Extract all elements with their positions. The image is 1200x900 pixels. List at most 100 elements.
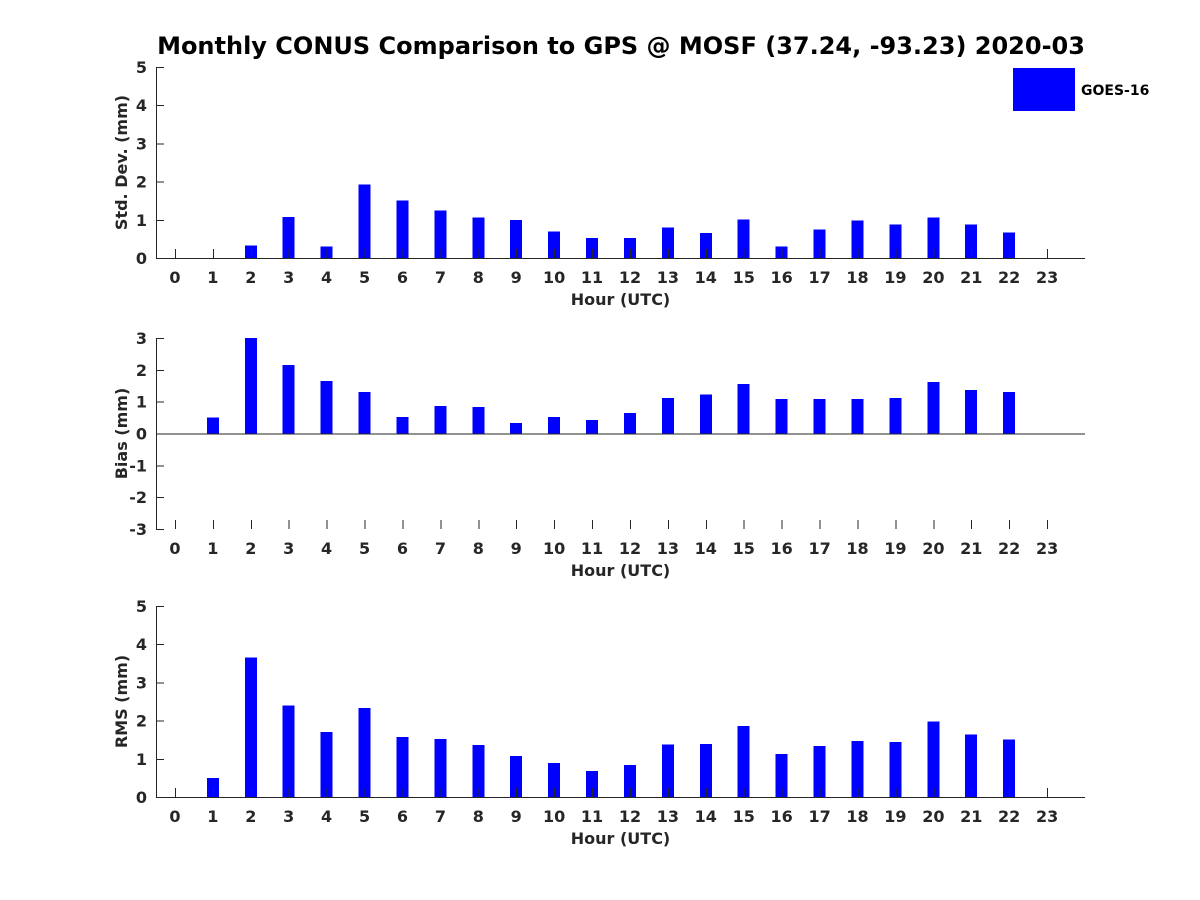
rms-bar-hour-14	[699, 743, 712, 797]
rms-bar-hour-15	[737, 725, 750, 797]
stddev-bar-hour-6	[396, 200, 409, 258]
rms-bar-hour-9	[510, 756, 523, 797]
stddev-x-tick-label: 8	[473, 268, 484, 287]
stddev-x-tick-label: 9	[511, 268, 522, 287]
rms-bar-hour-19	[889, 742, 902, 797]
rms-x-tick-label: 13	[657, 807, 679, 826]
rms-bar-hour-5	[358, 708, 371, 797]
rms-x-tick-label: 9	[511, 807, 522, 826]
bias-bar-hour-17	[813, 399, 826, 434]
rms-bar-hour-13	[661, 744, 674, 797]
stddev-x-tick-label: 21	[960, 268, 982, 287]
bias-bar-hour-21	[965, 389, 978, 434]
bias-x-axis-label: Hour (UTC)	[571, 561, 671, 580]
rms-x-tick-label: 0	[169, 807, 180, 826]
stddev-y-tick-label: 5	[136, 58, 147, 77]
stddev-bar-hour-3	[282, 217, 295, 258]
bias-x-tick-label: 21	[960, 539, 982, 558]
bias-bar-hour-8	[472, 407, 485, 434]
bias-x-tick-label: 7	[435, 539, 446, 558]
rms-bar-hour-6	[396, 737, 409, 797]
stddev-x-tick-label: 15	[733, 268, 755, 287]
bias-y-tick-label: 2	[136, 361, 147, 380]
bias-bar-hour-1	[206, 417, 219, 434]
stddev-bar-hour-21	[965, 224, 978, 258]
stddev-y-tick-label: 4	[136, 96, 147, 115]
rms-x-tick-label: 11	[581, 807, 603, 826]
rms-bar-hour-3	[282, 705, 295, 797]
rms-bar-hour-22	[1003, 739, 1016, 797]
rms-bar-hour-10	[548, 763, 561, 797]
stddev-x-tick-label: 13	[657, 268, 679, 287]
bias-bar-hour-3	[282, 365, 295, 434]
bias-x-tick-label: 22	[998, 539, 1020, 558]
bias-bar-hour-11	[586, 419, 599, 434]
rms-y-tick-label: 2	[136, 712, 147, 731]
bias-y-tick-label: 3	[136, 329, 147, 348]
stddev-y-tick-label: 3	[136, 134, 147, 153]
rms-bar-hour-1	[206, 777, 219, 797]
rms-x-tick-label: 4	[321, 807, 332, 826]
stddev-x-tick-label: 12	[619, 268, 641, 287]
rms-y-tick-label: 3	[136, 673, 147, 692]
bias-y-tick-label: 1	[136, 393, 147, 412]
rms-x-tick-label: 17	[808, 807, 830, 826]
rms-x-tick-label: 15	[733, 807, 755, 826]
stddev-x-tick-label: 19	[884, 268, 906, 287]
stddev-bar-hour-12	[624, 238, 636, 258]
rms-y-tick-label: 1	[136, 750, 147, 769]
bias-bar-hour-19	[889, 397, 902, 434]
bias-y-tick-label: -1	[129, 456, 147, 475]
rms-bar-hour-2	[244, 657, 257, 797]
stddev-bar-hour-4	[320, 246, 333, 258]
bias-x-tick-label: 10	[543, 539, 565, 558]
bias-x-tick-label: 11	[581, 539, 603, 558]
rms-bar-hour-17	[813, 745, 826, 797]
stddev-bar-hour-15	[737, 219, 750, 258]
rms-x-tick-label: 8	[473, 807, 484, 826]
stddev-x-tick-label: 7	[435, 268, 446, 287]
stddev-bar-hour-13	[661, 227, 674, 258]
stddev-x-tick-label: 4	[321, 268, 332, 287]
stddev-x-tick-label: 6	[397, 268, 408, 287]
stddev-bar-hour-17	[813, 229, 826, 258]
stddev-bar-hour-9	[510, 219, 523, 258]
rms-bar-hour-20	[927, 721, 940, 797]
legend-label-goes-16: GOES-16	[1081, 83, 1149, 99]
stddev-bar-hour-10	[548, 231, 561, 258]
stddev-x-tick-label: 18	[846, 268, 868, 287]
rms-x-axis-label: Hour (UTC)	[571, 829, 671, 848]
bias-bar-hour-7	[434, 405, 447, 434]
rms-x-tick-label: 19	[884, 807, 906, 826]
stddev-bar-hour-11	[586, 238, 599, 258]
rms-x-tick-label: 6	[397, 807, 408, 826]
stddev-y-tick-label: 1	[136, 211, 147, 230]
bias-x-tick-label: 0	[169, 539, 180, 558]
stddev-y-tick-label: 2	[136, 173, 147, 192]
rms-x-tick-label: 20	[922, 807, 944, 826]
rms-x-tick-label: 16	[771, 807, 793, 826]
rms-bar-hour-12	[624, 764, 636, 797]
stddev-bar-hour-19	[889, 224, 902, 258]
rms-x-tick-label: 7	[435, 807, 446, 826]
bias-x-tick-label: 6	[397, 539, 408, 558]
bias-x-tick-label: 12	[619, 539, 641, 558]
stddev-bar-hour-22	[1003, 232, 1016, 258]
bias-x-tick-label: 5	[359, 539, 370, 558]
rms-x-tick-label: 23	[1036, 807, 1058, 826]
bias-bar-hour-22	[1003, 392, 1016, 434]
bias-x-tick-label: 13	[657, 539, 679, 558]
bias-x-tick-label: 17	[808, 539, 830, 558]
rms-x-tick-label: 1	[207, 807, 218, 826]
bias-x-tick-label: 4	[321, 539, 332, 558]
rms-x-tick-label: 21	[960, 807, 982, 826]
stddev-x-tick-label: 10	[543, 268, 565, 287]
stddev-x-axis-label: Hour (UTC)	[571, 290, 671, 309]
rms-y-tick-label: 5	[136, 597, 147, 616]
bias-x-tick-label: 1	[207, 539, 218, 558]
bias-y-tick-label: 0	[136, 425, 147, 444]
bias-bar-hour-4	[320, 381, 333, 434]
rms-bar-hour-16	[775, 753, 788, 797]
